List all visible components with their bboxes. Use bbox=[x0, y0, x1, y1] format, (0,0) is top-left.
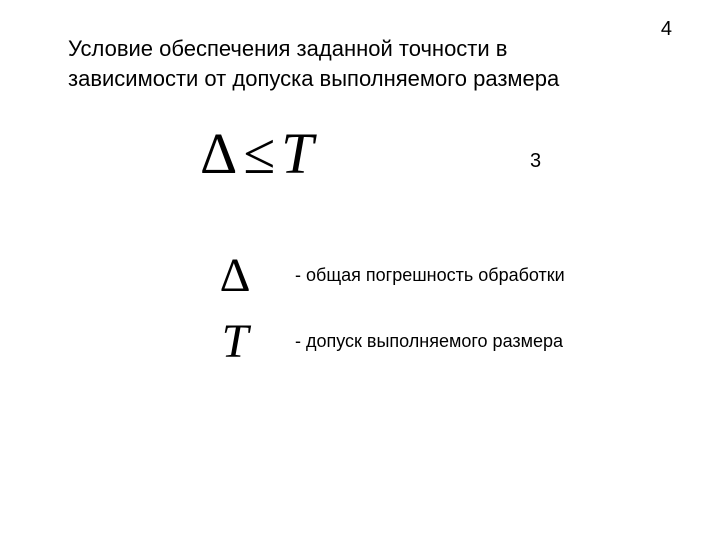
formula-le: ≤ bbox=[243, 120, 277, 187]
equation-number: 3 bbox=[530, 150, 541, 173]
page-title: Условие обеспечения заданной точности в … bbox=[68, 34, 628, 93]
legend-t-symbol: T bbox=[205, 314, 265, 369]
legend-delta-text: - общая погрешность обработки bbox=[295, 265, 565, 286]
page-number: 4 bbox=[661, 18, 672, 41]
legend-delta-symbol: Δ bbox=[205, 248, 265, 303]
main-formula: Δ≤T bbox=[200, 120, 315, 187]
formula-delta: Δ bbox=[200, 120, 239, 187]
formula-t: T bbox=[281, 121, 315, 186]
legend-row-delta: Δ - общая погрешность обработки bbox=[205, 248, 565, 303]
legend-t-text: - допуск выполняемого размера bbox=[295, 331, 563, 352]
legend-row-t: T - допуск выполняемого размера bbox=[205, 314, 563, 369]
